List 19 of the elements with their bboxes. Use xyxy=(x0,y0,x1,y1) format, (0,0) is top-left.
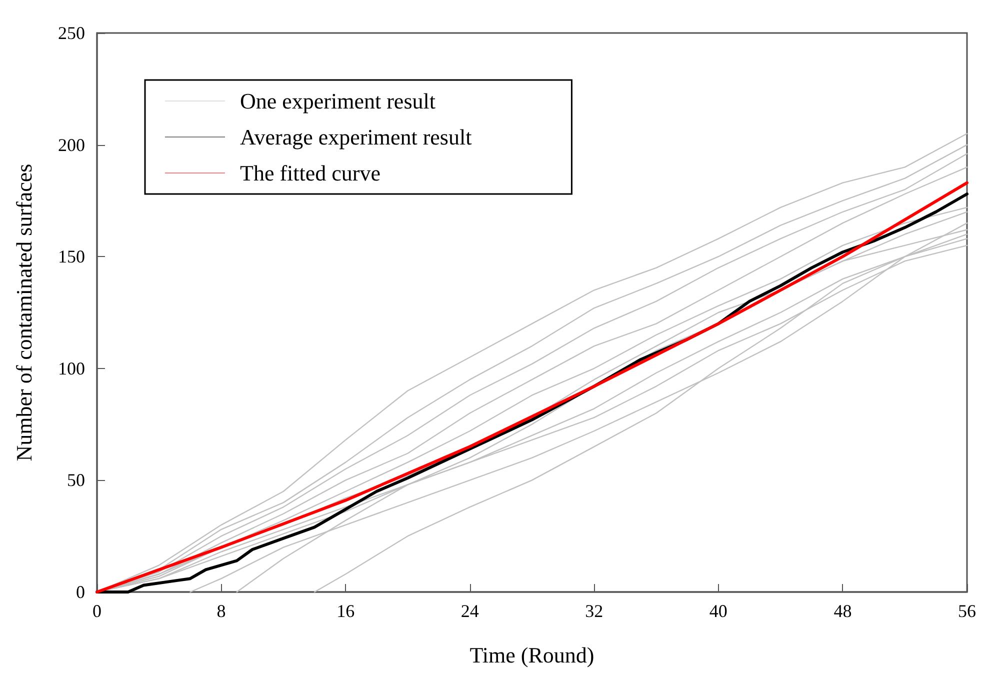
y-tick-label: 0 xyxy=(76,582,85,602)
y-tick-label: 100 xyxy=(58,358,85,378)
y-axis-title: Number of contaminated surfaces xyxy=(12,164,36,462)
y-tick-label: 250 xyxy=(58,23,85,43)
x-tick-label: 40 xyxy=(709,601,728,621)
x-axis-title: Time (Round) xyxy=(470,642,594,668)
x-tick-label: 0 xyxy=(92,601,102,621)
x-tick-label: 32 xyxy=(585,601,604,621)
legend-label: One experiment result xyxy=(240,88,436,114)
x-tick-label: 24 xyxy=(460,601,479,621)
legend-label: Average experiment result xyxy=(240,124,472,150)
y-tick-label: 200 xyxy=(58,134,85,155)
y-tick-label: 150 xyxy=(58,246,85,267)
x-tick-label: 48 xyxy=(834,601,852,621)
x-tick-label: 56 xyxy=(958,601,976,621)
legend-label: The fitted curve xyxy=(240,160,380,186)
y-tick-label: 50 xyxy=(67,470,85,490)
x-tick-label: 8 xyxy=(216,601,226,621)
x-tick-label: 16 xyxy=(336,601,355,621)
